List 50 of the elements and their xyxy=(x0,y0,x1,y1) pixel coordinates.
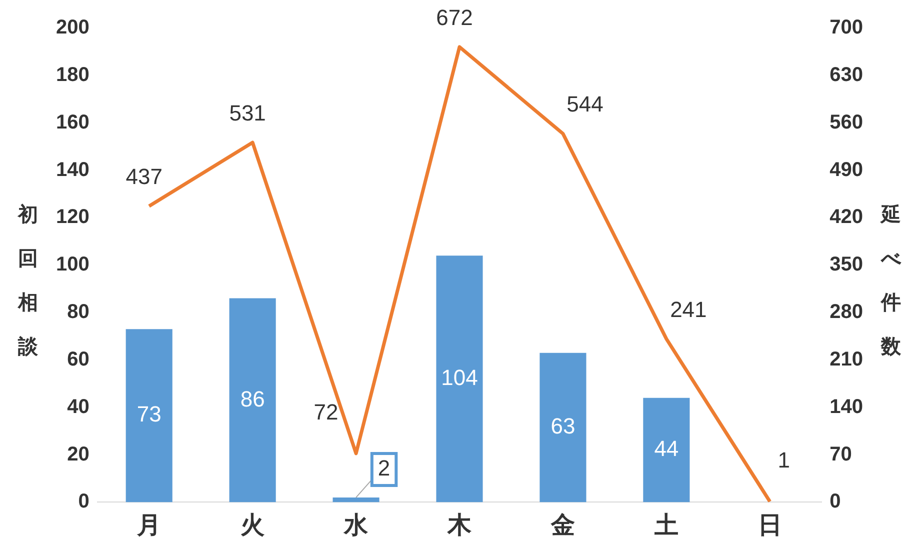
data-label: 72 xyxy=(314,399,338,424)
y-tick-label: 160 xyxy=(56,111,90,134)
y-tick-label: 100 xyxy=(56,254,90,276)
x-tick-label: 木 xyxy=(446,512,472,540)
y2-tick-label: 350 xyxy=(830,254,864,276)
y2-tick-label: 420 xyxy=(830,206,864,228)
x-tick-label: 火 xyxy=(240,512,266,540)
data-label: 437 xyxy=(126,164,162,190)
bar xyxy=(643,398,690,502)
y2-tick-label: 70 xyxy=(830,443,852,466)
y-tick-label: 140 xyxy=(56,158,90,181)
x-tick-label: 金 xyxy=(550,512,575,540)
y2-tick-label: 0 xyxy=(830,490,841,513)
bar xyxy=(436,256,483,502)
data-label: 73 xyxy=(136,402,162,427)
data-label: 544 xyxy=(566,92,604,117)
data-label: 44 xyxy=(654,436,679,462)
data-label: 672 xyxy=(436,5,473,30)
y2-tick-label: 280 xyxy=(830,301,864,324)
y-tick-label: 120 xyxy=(56,206,90,228)
y2-tick-label: 700 xyxy=(830,16,864,39)
bar xyxy=(126,329,172,502)
y2-tick-label: 210 xyxy=(830,348,864,370)
y-tick-label: 180 xyxy=(56,64,90,86)
data-label: 86 xyxy=(240,386,265,412)
y-tick-label: 200 xyxy=(56,16,90,39)
data-label: 1 xyxy=(778,448,790,473)
y2-tick-label: 490 xyxy=(830,158,864,181)
data-label: 531 xyxy=(229,100,266,126)
y2-tick-label: 630 xyxy=(830,64,864,86)
x-tick-label: 日 xyxy=(758,512,782,540)
bar xyxy=(229,298,276,502)
y2-axis-title: 延べ件数 xyxy=(880,200,902,360)
x-tick-label: 水 xyxy=(343,512,370,540)
bar xyxy=(540,352,586,502)
data-label: 241 xyxy=(670,297,707,322)
x-tick-label: 月 xyxy=(136,512,162,540)
y-tick-label: 0 xyxy=(78,490,90,513)
bar xyxy=(332,497,380,502)
y-tick-label: 80 xyxy=(67,301,90,324)
data-label: 2 xyxy=(378,456,390,481)
y-tick-label: 40 xyxy=(67,396,90,418)
data-label: 63 xyxy=(550,414,576,439)
x-tick-label: 土 xyxy=(653,512,678,540)
y-tick-label: 60 xyxy=(67,348,90,370)
y-tick-label: 20 xyxy=(67,443,90,466)
y-axis-title: 初回相談 xyxy=(17,200,39,360)
y2-tick-label: 560 xyxy=(830,111,864,134)
y2-tick-label: 140 xyxy=(830,396,864,418)
data-label: 104 xyxy=(441,364,478,390)
